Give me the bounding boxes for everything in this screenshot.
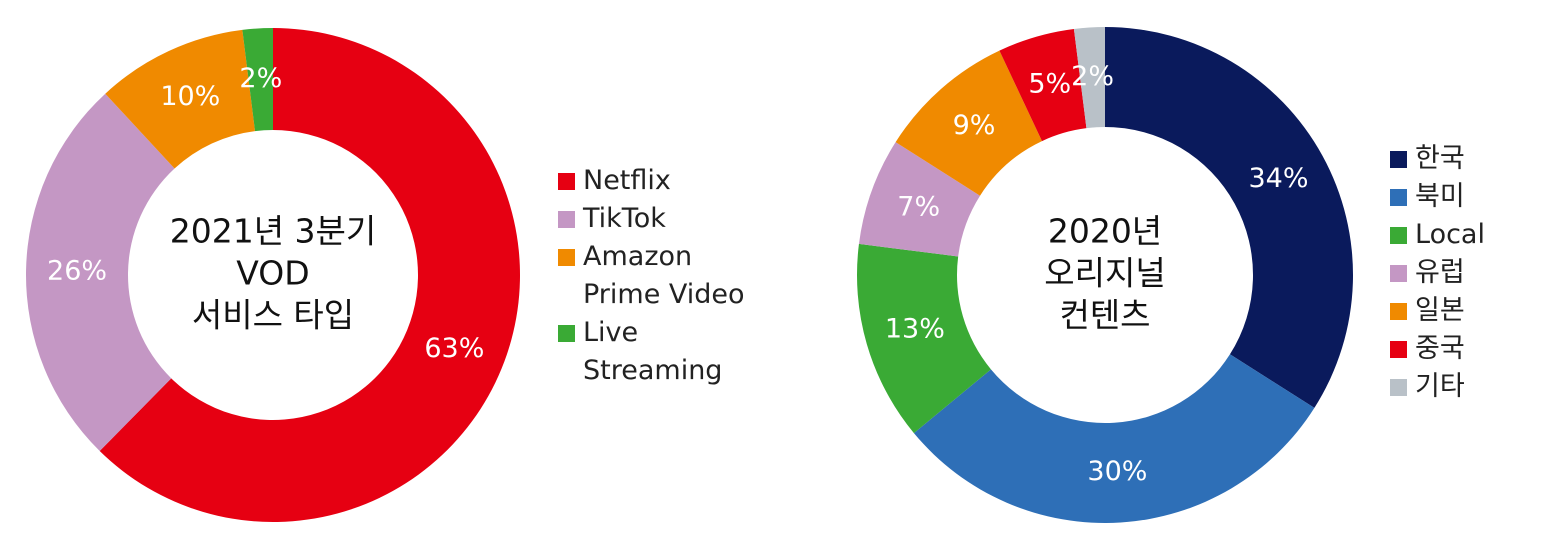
- slice: [105, 29, 256, 169]
- slice: [1073, 27, 1105, 129]
- legend-swatch: [558, 211, 575, 228]
- value-label: 2%: [239, 63, 282, 94]
- legend-item: 한국: [1390, 140, 1550, 178]
- legend-item: 일본: [1390, 292, 1550, 330]
- value-label: 13%: [885, 314, 945, 345]
- legend: Netflix TikTok Amazon Prime Video Live Stre…: [558, 162, 758, 390]
- legend-swatch: [558, 249, 575, 266]
- chart-title: VOD: [236, 254, 309, 293]
- legend-label: TikTok: [583, 203, 666, 234]
- legend-swatch: [1390, 151, 1407, 168]
- legend-swatch: [1390, 227, 1407, 244]
- slice: [857, 243, 991, 434]
- legend-label: 기타: [1415, 371, 1465, 402]
- legend-item: Local: [1390, 216, 1550, 254]
- chart-title: 서비스 타입: [192, 296, 354, 335]
- value-label: 10%: [160, 81, 220, 112]
- legend-item: TikTok: [558, 200, 758, 238]
- legend-swatch: [1390, 379, 1407, 396]
- legend-swatch: [558, 173, 575, 190]
- legend-label: Local: [1415, 219, 1485, 250]
- legend-swatch: [1390, 189, 1407, 206]
- value-label: 2%: [1071, 61, 1114, 92]
- slice: [25, 93, 175, 452]
- slice: [242, 28, 273, 132]
- legend-label: 북미: [1415, 181, 1465, 212]
- legend-label: 중국: [1415, 333, 1465, 364]
- legend-label: Amazon Prime Video: [583, 241, 745, 310]
- legend-item: 유럽: [1390, 254, 1550, 292]
- chart-title: 2021년 3분기: [170, 212, 377, 251]
- slice: [858, 142, 981, 257]
- slice: [895, 50, 1042, 196]
- value-label: 34%: [1249, 163, 1309, 194]
- slice: [1105, 27, 1353, 408]
- legend-item: Netflix: [558, 162, 758, 200]
- value-label: 26%: [47, 255, 107, 286]
- legend-label: Live Streaming: [583, 317, 723, 386]
- slice: [999, 28, 1087, 142]
- slice: [99, 28, 520, 522]
- value-label: 7%: [897, 191, 940, 222]
- legend-item: 기타: [1390, 368, 1550, 406]
- value-label: 9%: [953, 110, 996, 141]
- legend-label: 한국: [1415, 143, 1465, 174]
- legend-swatch: [558, 325, 575, 342]
- value-label: 30%: [1087, 456, 1147, 487]
- legend-item: Amazon Prime Video: [558, 238, 758, 314]
- chart-title: 2020년: [1048, 212, 1162, 251]
- legend-label: 일본: [1415, 295, 1465, 326]
- legend-item: 중국: [1390, 330, 1550, 368]
- legend-item: 북미: [1390, 178, 1550, 216]
- legend-label: Netflix: [583, 165, 671, 196]
- legend-swatch: [1390, 341, 1407, 358]
- chart-title: 컨텐츠: [1059, 296, 1150, 335]
- legend-label: 유럽: [1415, 257, 1465, 288]
- slice: [913, 354, 1315, 523]
- value-label: 5%: [1028, 68, 1071, 99]
- legend-swatch: [1390, 303, 1407, 320]
- chart-title: 오리지널: [1044, 254, 1165, 293]
- legend-item: Live Streaming: [558, 314, 758, 390]
- value-label: 63%: [424, 333, 484, 364]
- legend-swatch: [1390, 265, 1407, 282]
